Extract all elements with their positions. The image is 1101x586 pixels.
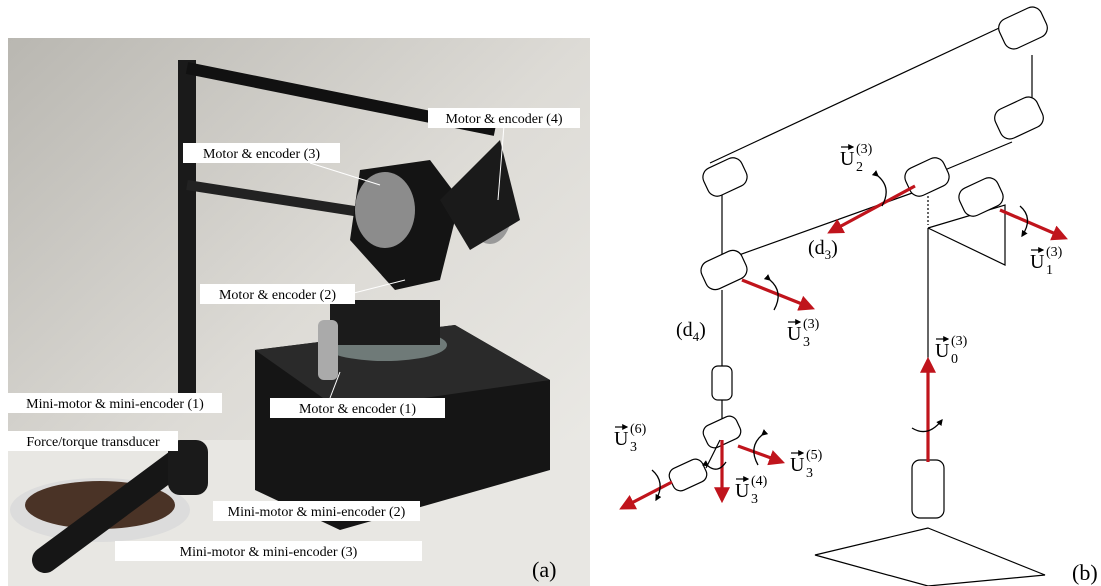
vector-symbol: U <box>787 323 802 345</box>
length-close: ) <box>699 319 706 341</box>
figure: Motor & encoder (4) Motor & encoder (3) Mo… <box>0 0 1101 586</box>
vector-subscript: 3 <box>803 335 810 350</box>
length-label: (d4) <box>676 319 706 344</box>
vector-superscript: (6) <box>630 422 647 437</box>
vector-symbol: U <box>735 480 750 502</box>
vector-symbol: U <box>935 340 950 362</box>
kinematic-diagram <box>622 4 1065 586</box>
vector-subscript: 2 <box>856 160 863 175</box>
photo-label: Motor & encoder (4) <box>445 112 562 127</box>
vector-superscript: (3) <box>951 334 968 349</box>
vector-superscript: (3) <box>1046 245 1063 260</box>
photo-label: Motor & encoder (1) <box>299 402 416 417</box>
vector-symbol: U <box>614 428 629 450</box>
photo-label: Mini-motor & mini-encoder (1) <box>26 397 204 412</box>
panel-label: (b) <box>1072 560 1098 585</box>
vector-subscript: 3 <box>751 492 758 507</box>
vector-superscript: (3) <box>856 142 873 157</box>
vector-subscript: 1 <box>1046 263 1053 278</box>
vector-superscript: (3) <box>803 317 820 332</box>
vector-symbol: U <box>1030 251 1045 273</box>
panel-label: (a) <box>532 557 556 582</box>
photo-label: Motor & encoder (2) <box>219 288 336 303</box>
vector-subscript: 3 <box>806 466 813 481</box>
photo-label: Mini-motor & mini-encoder (2) <box>228 505 406 520</box>
vector-symbol: U <box>790 454 805 476</box>
length-symbol: d <box>683 319 693 341</box>
vector-symbol: U <box>840 148 855 170</box>
page: {"photo_labels": ["Motor & encoder (4)",… <box>0 0 1101 586</box>
length-label: (d3) <box>808 237 838 262</box>
vector-subscript: 3 <box>630 440 637 455</box>
vector-superscript: (4) <box>751 474 768 489</box>
length-symbol: d <box>815 237 825 259</box>
photo-label: Motor & encoder (3) <box>203 147 320 162</box>
vector-subscript: 0 <box>951 352 958 367</box>
photo-label: Mini-motor & mini-encoder (3) <box>180 545 358 560</box>
vector-superscript: (5) <box>806 448 823 463</box>
photo-label: Force/torque transducer <box>26 435 160 450</box>
length-close: ) <box>831 237 838 259</box>
